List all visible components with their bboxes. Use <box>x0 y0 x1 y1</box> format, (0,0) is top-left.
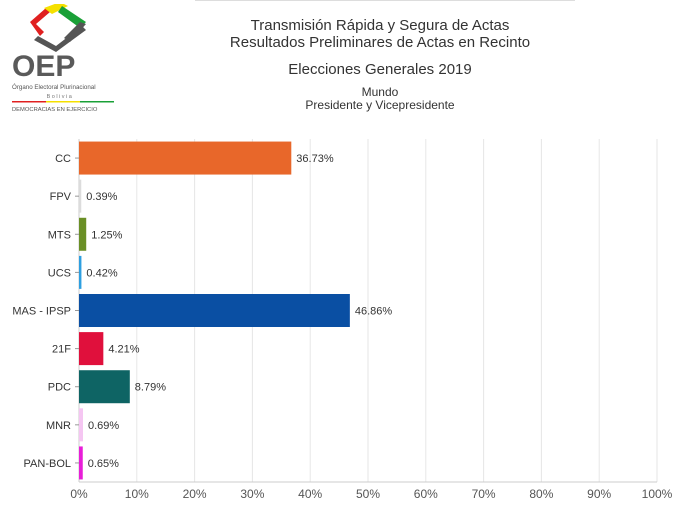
data-label: 0.65% <box>88 458 119 470</box>
logo-line2: Bolivia <box>47 94 74 100</box>
data-label: 8.79% <box>135 382 166 394</box>
bar-pdc <box>79 370 130 404</box>
data-label: 0.69% <box>88 420 119 432</box>
category-label: 21F <box>52 344 71 356</box>
bar-pan-bol <box>79 446 83 480</box>
category-label: UCS <box>48 267 71 279</box>
x-tick-label: 20% <box>183 487 207 501</box>
data-label: 4.21% <box>108 344 139 356</box>
logo-line3: DEMOCRACIAS EN EJERCICIO <box>12 107 98 113</box>
bar-fpv <box>79 179 82 213</box>
data-label: 46.86% <box>355 306 393 318</box>
subtitle-region: Mundo <box>361 85 399 99</box>
title-line1: Transmisión Rápida y Segura de Actas <box>250 17 510 34</box>
bar-ucs <box>79 255 82 289</box>
data-label: 0.42% <box>86 267 117 279</box>
subtitle-position: Presidente y Vicepresidente <box>305 98 455 112</box>
x-tick-label: 100% <box>642 487 673 501</box>
title-line2: Resultados Preliminares de Actas en Reci… <box>229 34 531 51</box>
x-tick-label: 0% <box>70 487 88 501</box>
category-label: CC <box>55 153 71 165</box>
data-label: 1.25% <box>91 229 122 241</box>
category-label: MNR <box>46 420 71 432</box>
logo-line1: Órgano Electoral Plurinacional <box>12 84 96 91</box>
chart-title: Transmisión Rápida y Segura de Actas Res… <box>190 17 570 51</box>
subtitle: Mundo Presidente y Vicepresidente <box>190 86 570 112</box>
bar-mts <box>79 217 87 251</box>
oep-logo: OEP Órgano Electoral Plurinacional Boliv… <box>8 2 120 116</box>
bar-cc <box>79 141 292 175</box>
category-label: MTS <box>48 229 71 241</box>
category-label: MAS - IPSP <box>12 306 71 318</box>
bar-mnr <box>79 408 83 442</box>
data-label: 0.39% <box>86 191 117 203</box>
x-tick-label: 80% <box>529 487 553 501</box>
data-label: 36.73% <box>296 153 334 165</box>
category-label: PDC <box>48 382 71 394</box>
x-tick-label: 30% <box>240 487 264 501</box>
x-tick-label: 40% <box>298 487 322 501</box>
header-divider <box>195 0 575 1</box>
category-label: PAN-BOL <box>24 458 71 470</box>
bar-21f <box>79 332 104 366</box>
x-tick-label: 10% <box>125 487 149 501</box>
x-tick-label: 90% <box>587 487 611 501</box>
bar-mas-ipsp <box>79 294 350 327</box>
x-tick-label: 50% <box>356 487 380 501</box>
x-tick-label: 70% <box>472 487 496 501</box>
logo-text: OEP <box>12 50 75 83</box>
category-label: FPV <box>50 191 72 203</box>
x-tick-label: 60% <box>414 487 438 501</box>
election-title: Elecciones Generales 2019 <box>288 61 472 78</box>
